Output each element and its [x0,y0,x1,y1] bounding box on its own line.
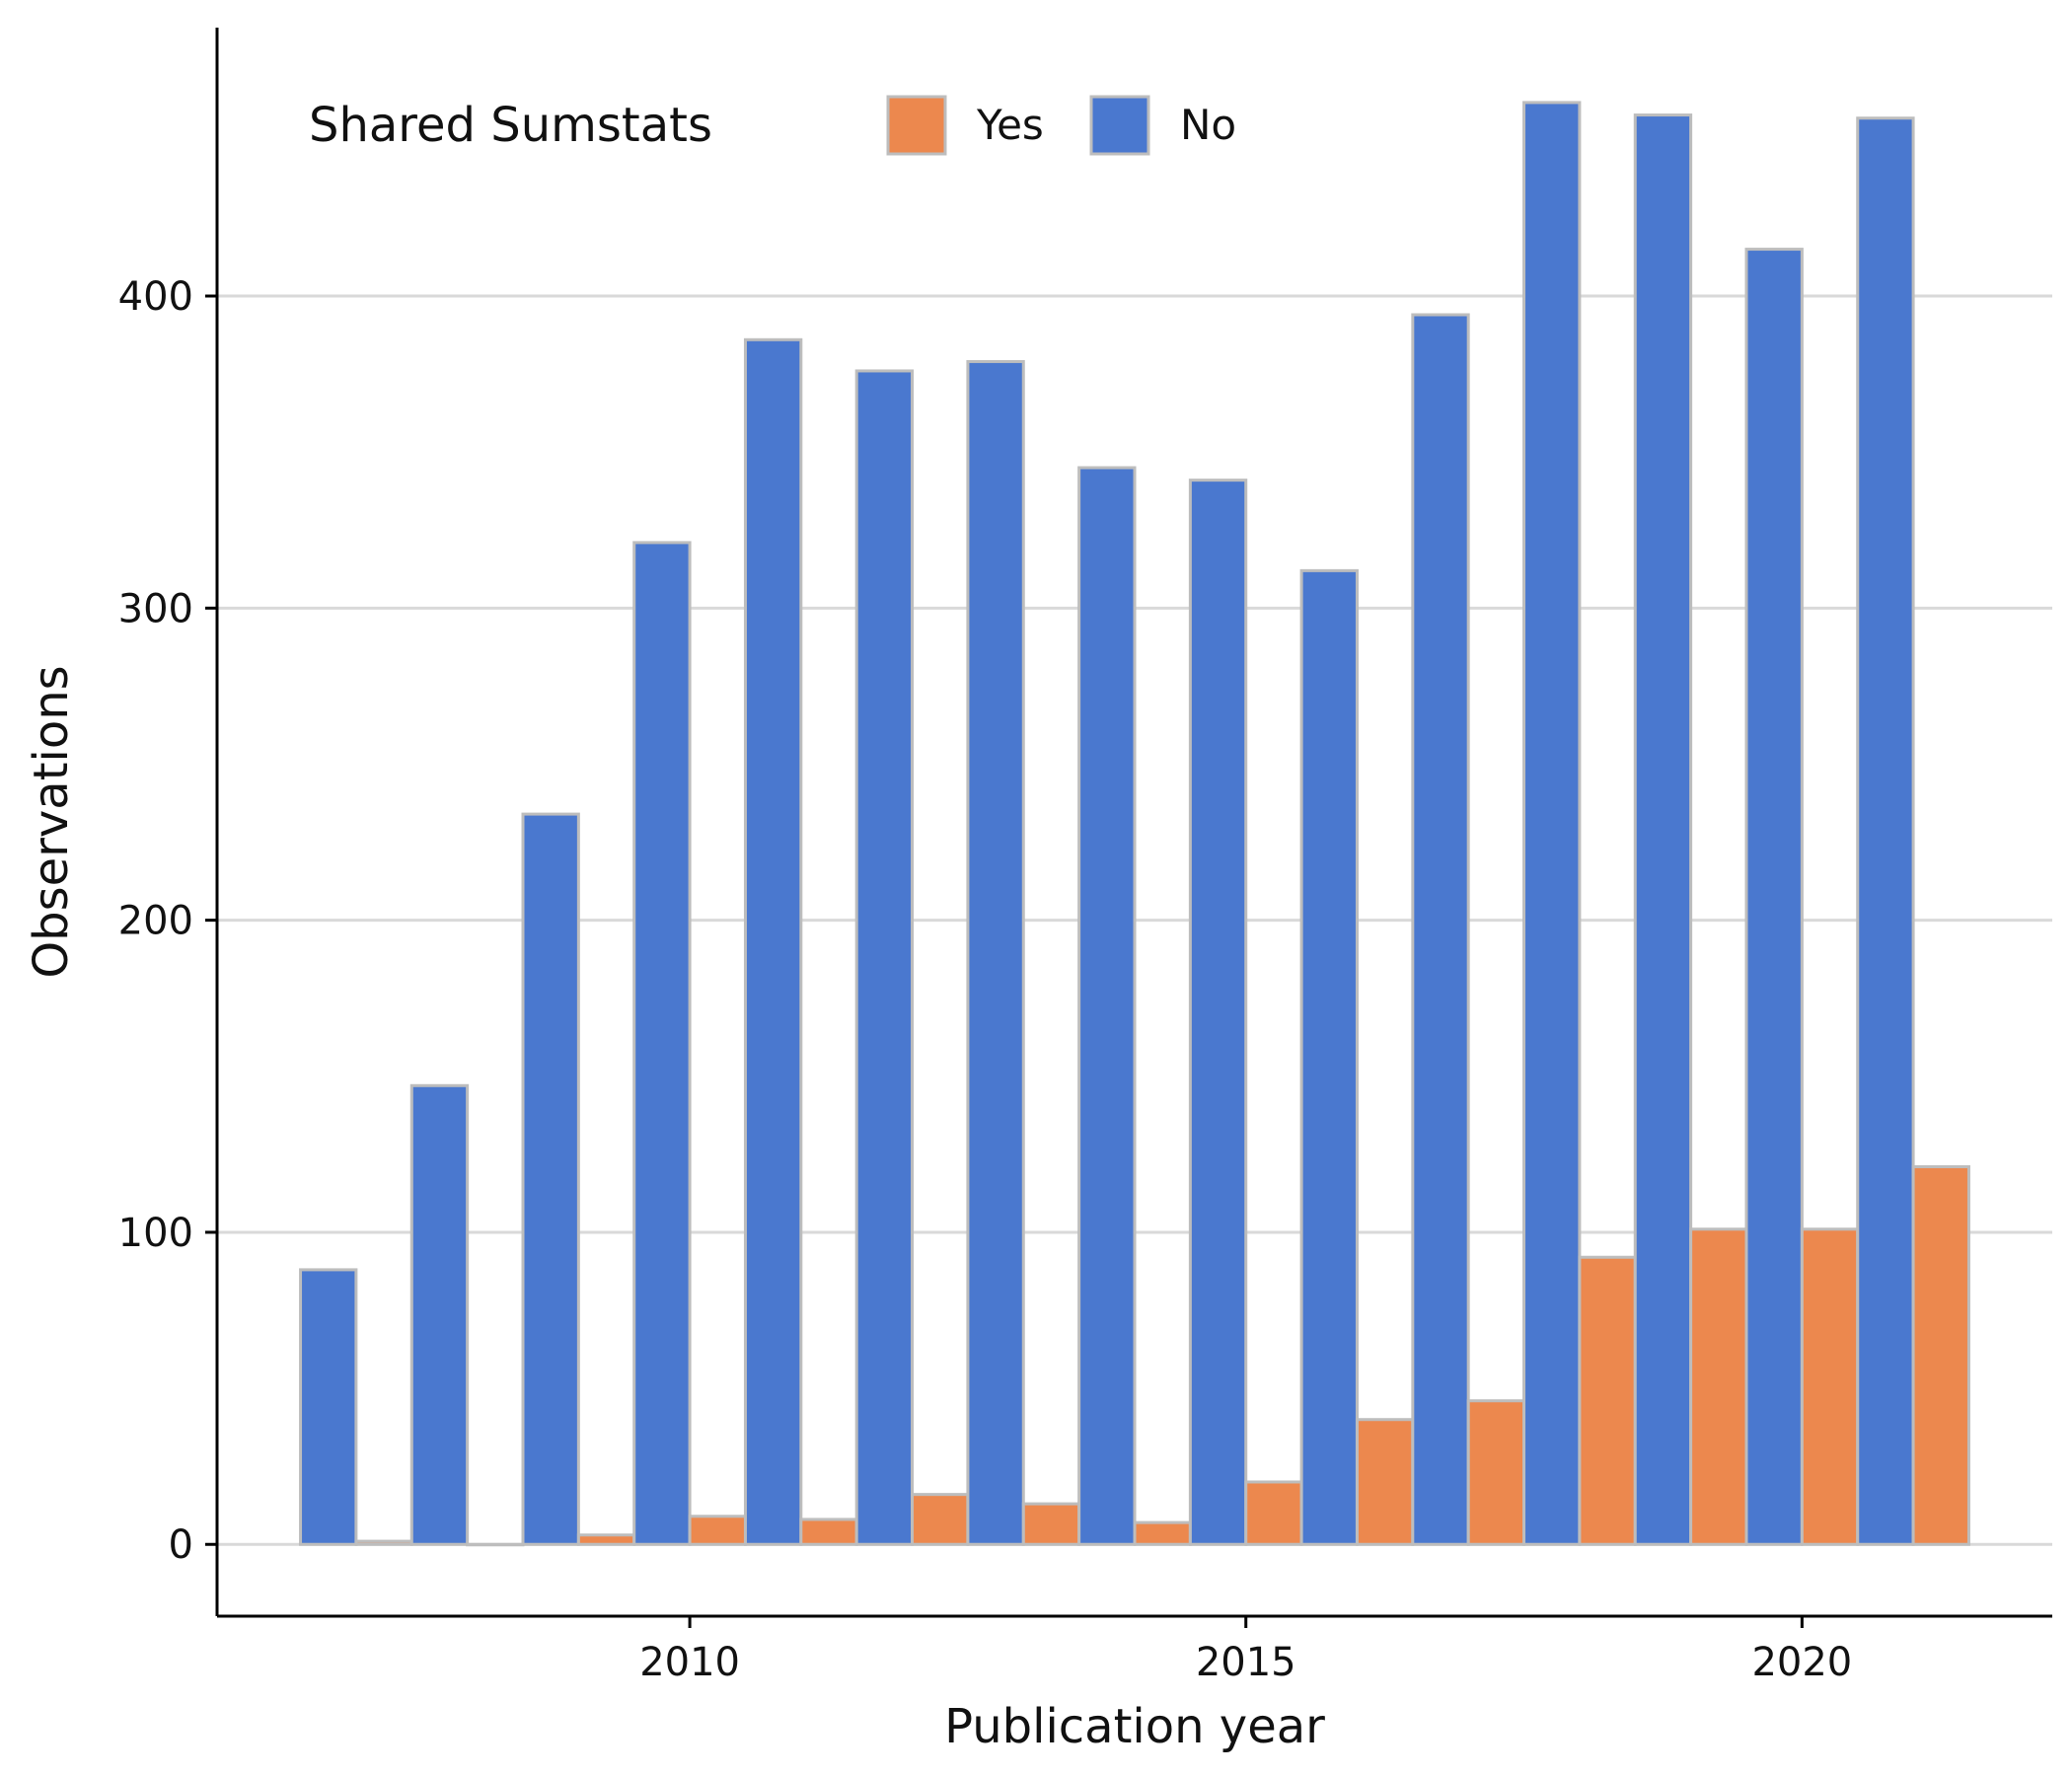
legend-label-yes: Yes [976,101,1044,149]
bar-yes-2008 [466,1542,525,1547]
x-tick-label: 2010 [639,1640,740,1685]
bar-yes-2012 [911,1493,970,1546]
bar-yes-2017 [1466,1399,1526,1546]
bar-yes-2016 [1355,1418,1415,1546]
bar-yes-2015 [1244,1480,1303,1546]
y-tick-label: 200 [118,899,193,944]
x-tick-label: 2015 [1196,1640,1296,1685]
bar-no-2020 [1744,248,1804,1546]
bar-no-2011 [743,337,803,1546]
bar-yes-2011 [799,1517,858,1546]
bar-no-2012 [854,369,915,1546]
bar-yes-2007 [354,1539,413,1546]
bar-no-2019 [1633,113,1693,1546]
bar-no-2016 [1299,568,1359,1546]
bar-yes-2010 [688,1515,747,1546]
legend: Shared Sumstats Yes No [309,95,1236,156]
bar-no-2013 [966,359,1025,1546]
bar-no-2007 [299,1268,358,1546]
bar-yes-2014 [1133,1520,1192,1546]
bars [299,101,1970,1547]
bar-no-2009 [521,812,580,1546]
bar-no-2017 [1411,313,1470,1546]
legend-label-no: No [1180,101,1236,149]
legend-swatch-no [1089,95,1150,156]
legend-title: Shared Sumstats [309,98,712,153]
bar-yes-2020 [1800,1227,1860,1546]
x-ticks: 2010 2015 2020 [639,1616,1852,1685]
bar-no-2021 [1856,116,1915,1546]
y-tick-label: 0 [169,1522,193,1568]
bar-yes-2013 [1021,1502,1081,1546]
bar-yes-2019 [1689,1227,1748,1546]
y-ticks: 0 100 200 300 400 [118,274,217,1568]
bar-yes-2009 [576,1533,636,1546]
axes [215,28,2052,1618]
bar-no-2018 [1522,101,1582,1546]
y-tick-label: 100 [118,1211,193,1256]
bar-no-2010 [632,541,692,1546]
bar-yes-2018 [1578,1255,1637,1546]
y-tick-label: 400 [118,274,193,320]
x-tick-label: 2020 [1751,1640,1852,1685]
y-tick-label: 300 [118,586,193,631]
bar-yes-2021 [1911,1165,1970,1546]
bar-no-2014 [1077,466,1137,1546]
legend-swatch-yes [886,95,947,156]
x-axis-title: Publication year [944,1699,1325,1754]
bar-no-2015 [1188,479,1248,1546]
y-axis-title: Observations [24,665,79,978]
bar-no-2008 [409,1083,470,1546]
